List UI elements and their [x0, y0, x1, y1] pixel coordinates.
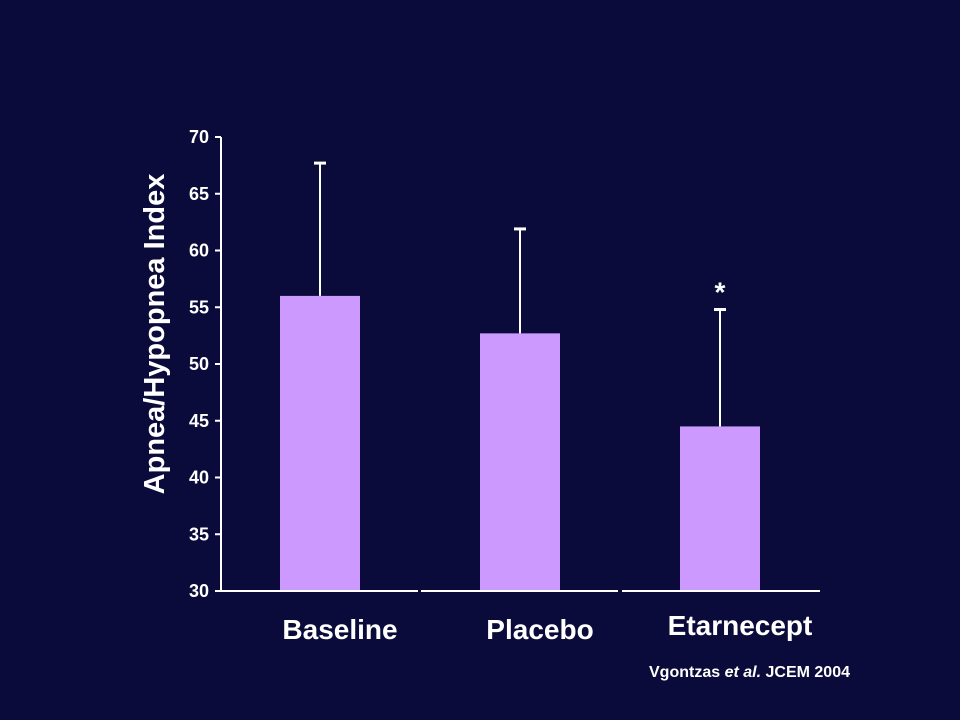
- y-tick-label: 40: [189, 468, 209, 488]
- y-tick-label: 60: [189, 241, 209, 261]
- category-label: Etarnecept: [668, 610, 813, 641]
- category-label: Placebo: [486, 614, 593, 645]
- citation-source: JCEM 2004: [765, 664, 851, 681]
- y-axis-title: Apnea/Hypopnea Index: [139, 174, 171, 495]
- y-tick-label: 45: [189, 411, 209, 431]
- citation: Vgontzas et al. JCEM 2004: [600, 664, 850, 682]
- citation-authors: Vgontzas: [649, 664, 721, 681]
- y-tick-label: 35: [189, 524, 209, 544]
- y-tick-label: 50: [189, 354, 209, 374]
- category-label: Baseline: [282, 614, 397, 645]
- bar-baseline: [280, 295, 360, 591]
- y-tick-label: 30: [189, 581, 209, 601]
- bar-placebo: [480, 333, 560, 591]
- significance-marker: *: [715, 277, 726, 308]
- y-tick-label: 70: [189, 127, 209, 147]
- y-tick-label: 65: [189, 184, 209, 204]
- bar-etarnecept: [680, 426, 760, 591]
- citation-etal: et al.: [724, 664, 762, 681]
- y-tick-label: 55: [189, 297, 209, 317]
